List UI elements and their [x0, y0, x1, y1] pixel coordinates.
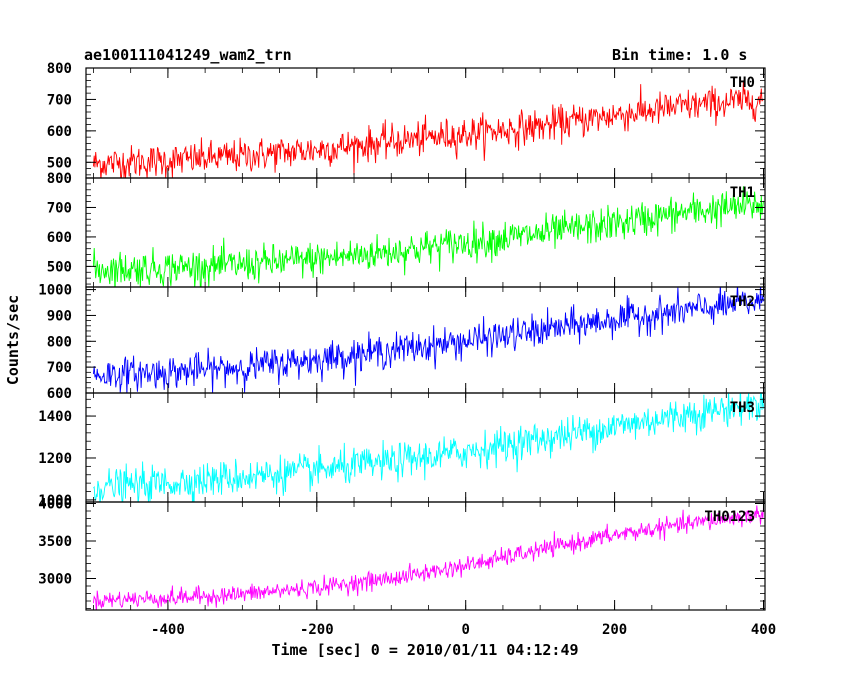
y-tick-label: 1000 [38, 283, 72, 299]
y-tick-label: 1000 [38, 493, 72, 509]
x-tick-label: 0 [461, 622, 469, 638]
observation-title: ae100111041249_wam2_trn [84, 46, 292, 64]
y-tick-label: 600 [47, 124, 72, 140]
panel-th0: 500 600 700 800 TH0 [47, 61, 766, 179]
x-tick-label: -200 [300, 622, 334, 638]
y-tick-label: 700 [47, 360, 72, 376]
panel-frame [85, 501, 766, 611]
channel-label: TH0123 [704, 509, 755, 525]
y-tick-label: 600 [47, 230, 72, 246]
y-tick-label: 800 [47, 61, 72, 77]
y-tick-label: 3500 [38, 534, 72, 550]
series-line-th3 [93, 393, 764, 502]
x-tick-label: 200 [602, 622, 627, 638]
y-tick-label: 800 [47, 334, 72, 350]
y-tick-label: 700 [47, 200, 72, 216]
panel-th3: 1000 1200 1400 TH3 [38, 392, 766, 509]
channel-label: TH0 [730, 75, 755, 91]
y-tick-label: 600 [47, 386, 72, 402]
panel-th1: 500 600 700 800 TH1 [47, 171, 766, 288]
y-tick-label: 3000 [38, 572, 72, 588]
panel-th2: 600 700 800 900 1000 TH2 [38, 283, 766, 402]
channel-label: TH2 [730, 294, 755, 310]
y-tick-label: 900 [47, 308, 72, 324]
y-tick-label: 4000 [38, 497, 72, 513]
x-tick-label: 400 [751, 622, 776, 638]
x-axis-title: Time [sec] 0 = 2010/01/11 04:12:49 [271, 641, 578, 659]
series-line-th2 [92, 287, 764, 393]
channel-label: TH3 [730, 400, 755, 416]
channel-label: TH1 [730, 185, 755, 201]
panel-th0123: 3000 3500 4000 TH0123 [38, 497, 766, 611]
y-tick-label: 500 [47, 155, 72, 171]
bin-time-label: Bin time: 1.0 s [612, 46, 748, 64]
y-axis-title: Counts/sec [4, 295, 22, 385]
x-tick-label: -400 [151, 622, 185, 638]
y-tick-label: 700 [47, 92, 72, 108]
y-tick-label: 800 [47, 171, 72, 187]
y-tick-label: 1400 [38, 409, 72, 425]
y-tick-label: 500 [47, 259, 72, 275]
y-tick-label: 1200 [38, 451, 72, 467]
series-line-th0 [92, 80, 764, 178]
series-line-th0123 [92, 505, 764, 610]
